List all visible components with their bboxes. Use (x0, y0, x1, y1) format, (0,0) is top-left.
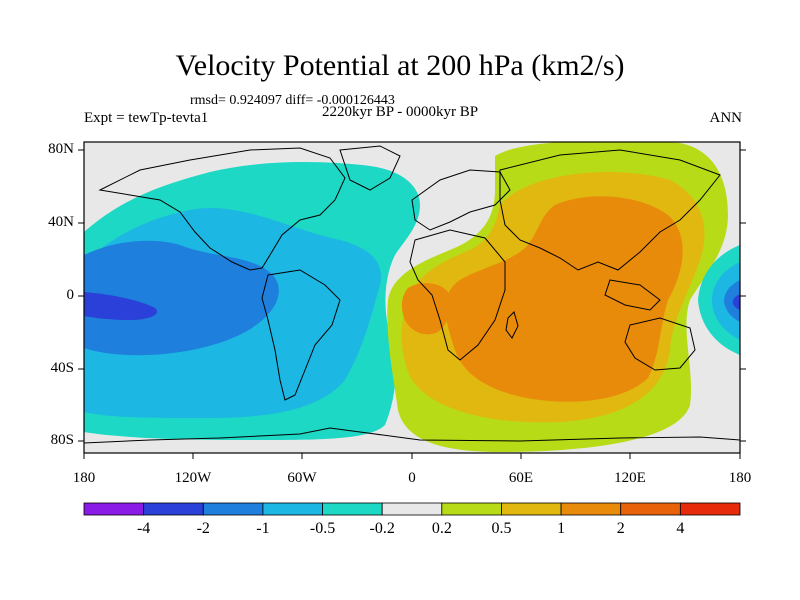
xtick-label-180w: 180 (72, 470, 96, 486)
stats-text: rmsd= 0.924097 diff= -0.000126443 (190, 93, 395, 108)
xtick-label-0: 0 (408, 470, 416, 486)
xtick-label-120w: 120W (174, 470, 212, 486)
ytick-label-40n: 40N (48, 214, 74, 230)
coastline-africa (409, 229, 506, 361)
map-field (84, 142, 740, 453)
coastline-europe (411, 169, 511, 231)
tick-marks (78, 149, 746, 459)
contour-neg-2 (84, 292, 158, 320)
colorbar-swatch (381, 502, 443, 516)
contour-pos-1 (445, 196, 683, 402)
colorbar-swatch (83, 502, 145, 516)
colorbar-label: 0.2 (431, 520, 452, 537)
contour-pos-1-west-lobe (401, 283, 451, 335)
coastline-south-america (261, 269, 341, 401)
colorbar (83, 502, 741, 516)
ytick-label-80n: 80N (48, 141, 74, 157)
colorbar-label: 4 (676, 520, 685, 537)
ytick-label-0: 0 (66, 287, 75, 303)
period-label: 2220kyr BP - 0000kyr BP (322, 104, 479, 120)
contour-neg-1-east (724, 280, 740, 322)
colorbar-label: -1 (256, 520, 270, 537)
colorbar-swatch (441, 502, 502, 516)
colorbar-label: 2 (616, 520, 625, 537)
contour-neg-2-east (732, 294, 740, 310)
colorbar-swatch (143, 502, 204, 516)
coastline-madagascar (505, 311, 519, 339)
plot-title: Velocity Potential at 200 hPa (km2/s) (175, 49, 625, 82)
colorbar-label: -0.5 (309, 520, 336, 537)
xtick-label-180e: 180 (728, 470, 752, 486)
colorbar-label: 1 (557, 520, 566, 537)
colorbar-swatch (620, 502, 681, 516)
ytick-label-80s: 80S (50, 432, 74, 448)
colorbar-swatch (560, 502, 622, 516)
colorbar-swatch (679, 502, 741, 516)
ytick-label-40s: 40S (50, 360, 74, 376)
colorbar-label: 0.5 (491, 520, 512, 537)
coastline-australia (624, 317, 696, 371)
coastline-greenland (339, 145, 401, 191)
colorbar-swatch (202, 502, 264, 516)
colorbar-swatch (262, 502, 323, 516)
xtick-label-60w: 60W (287, 470, 317, 486)
xtick-label-120e: 120E (614, 470, 646, 486)
coastline-north-america (98, 147, 346, 271)
colorbar-swatch (322, 502, 383, 516)
coastlines (84, 145, 740, 444)
contour-neg-1 (84, 240, 279, 356)
coastline-antarctica (84, 427, 740, 444)
coastline-asia (499, 149, 721, 271)
experiment-label: Expt = tewTp-tevta1 (84, 110, 209, 126)
colorbar-label: -0.2 (369, 520, 395, 537)
xtick-label-60e: 60E (508, 470, 534, 486)
coastline-maritime (604, 279, 661, 311)
colorbar-label: -2 (196, 520, 210, 537)
colorbar-label: -4 (136, 520, 151, 537)
season-label: ANN (709, 110, 743, 126)
colorbar-swatch (501, 502, 562, 516)
